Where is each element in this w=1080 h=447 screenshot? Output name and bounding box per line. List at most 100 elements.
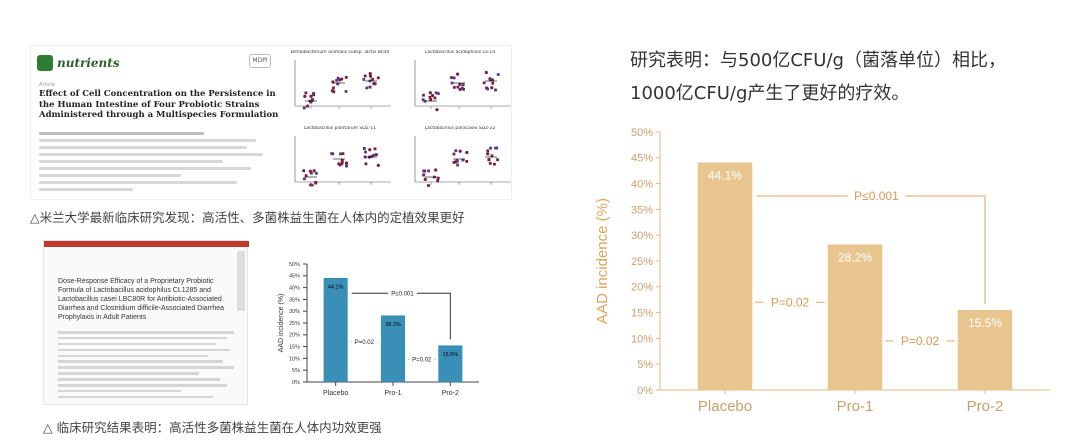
x-tick-label: Pro-2	[442, 390, 459, 397]
y-tick-label: 5%	[637, 359, 653, 371]
paper-page: Dose-Response Efficacy of a Proprietary …	[43, 240, 249, 405]
mini-data-point	[428, 95, 432, 99]
mini-data-point	[312, 91, 315, 95]
mini-data-point	[456, 163, 459, 167]
journal-logo-icon	[37, 55, 53, 71]
mini-plot-title: Bifidobacterium animalis subsp. lactis B…	[290, 50, 390, 55]
mini-data-point	[370, 155, 373, 158]
mini-data-point	[364, 162, 368, 166]
mini-data-point	[452, 152, 456, 156]
study-statement: 研究表明：与500亿CFU/g（菌落单位）相比， 1000亿CFU/g产生了更好…	[630, 44, 1050, 110]
mini-data-point	[332, 86, 335, 90]
bar-value-label: 44.1%	[708, 168, 742, 182]
bar	[697, 162, 753, 390]
mini-data-point	[429, 98, 433, 102]
significance-annotation: P≤0.001	[854, 189, 899, 203]
bar-value-label: 15.5%	[968, 316, 1002, 330]
mini-data-point	[368, 72, 372, 76]
mini-data-point	[488, 146, 493, 150]
mini-plot-graphic	[294, 60, 391, 110]
y-tick-label: 50%	[631, 127, 653, 139]
mini-data-point	[303, 94, 307, 98]
y-tick-label: 25%	[631, 256, 653, 268]
mini-data-point	[436, 176, 440, 180]
mini-data-point	[430, 93, 435, 98]
mini-data-point	[376, 76, 380, 80]
paper-body-text	[39, 132, 275, 195]
mini-data-point	[496, 158, 499, 162]
mini-data-point	[312, 169, 316, 173]
dose-response-paper-image: Dose-Response Efficacy of a Proprietary …	[43, 240, 488, 405]
mini-data-point	[450, 76, 453, 80]
y-tick-label: 10%	[631, 333, 653, 345]
bar-value-label: 15.5%	[443, 352, 459, 358]
mini-data-point	[302, 177, 307, 181]
mini-data-point	[452, 85, 456, 89]
bar	[323, 277, 348, 382]
mini-data-point	[462, 87, 465, 91]
mini-data-point	[433, 96, 437, 100]
mini-plot-1: Bifidobacterium animalis subsp. lactis B…	[281, 50, 399, 118]
mini-data-point	[493, 88, 498, 92]
mini-data-point	[486, 152, 490, 156]
x-tick-label: Placebo	[323, 390, 348, 397]
mini-data-point	[310, 183, 314, 187]
mini-data-point	[465, 150, 469, 155]
mini-data-point	[496, 73, 500, 76]
mini-data-point	[337, 162, 341, 166]
significance-annotation: P=0.02	[355, 340, 375, 346]
mini-data-point	[461, 83, 465, 87]
mini-plot-4: Lactobacillus paracasei SDZ-22	[401, 126, 519, 194]
x-tick-label: Pro-1	[384, 390, 401, 397]
bar-value-label: 28.2%	[838, 250, 872, 264]
mini-data-point	[344, 76, 348, 79]
mini-data-point	[455, 159, 459, 163]
mini-data-point	[336, 76, 340, 80]
mini-plot-title: Lactobacillus paracasei SDZ-22	[424, 126, 496, 131]
mini-data-point	[340, 160, 344, 164]
mini-data-point	[368, 148, 372, 152]
mini-plot-2: Lactobacillus acidophilus La-14	[401, 50, 519, 118]
y-tick-label: 30%	[289, 309, 300, 315]
mini-data-point	[372, 153, 375, 157]
significance-bracket	[351, 292, 451, 340]
y-tick-label: 20%	[289, 333, 300, 339]
journal-header: nutrients	[31, 52, 276, 74]
mini-data-point	[368, 74, 373, 78]
journal-name: nutrients	[57, 56, 120, 70]
mini-data-point	[454, 149, 458, 153]
mini-data-point	[456, 85, 460, 89]
bar	[438, 345, 463, 382]
y-tick-label: 25%	[289, 321, 300, 327]
paper-body-text	[58, 331, 234, 402]
mini-data-point	[305, 104, 310, 108]
mini-data-point	[491, 78, 494, 82]
mini-data-point	[494, 146, 497, 150]
small-aad-chart: 0% 5% 10% 15% 20% 25% 30% 35% 40% 45% 50% AAD incid…	[278, 262, 479, 397]
mini-data-point	[428, 91, 432, 95]
significance-annotation: P=0.02	[771, 295, 810, 309]
mini-data-point	[344, 161, 349, 165]
mini-data-point	[452, 160, 456, 164]
bar	[957, 310, 1013, 390]
mini-data-point	[310, 171, 313, 175]
mini-data-point	[304, 91, 308, 95]
mini-data-point	[490, 86, 494, 90]
significance-annotation: P≤0.001	[391, 291, 414, 297]
mini-data-point	[423, 99, 427, 103]
statement-line-1: 研究表明：与500亿CFU/g（菌落单位）相比，	[630, 50, 1006, 71]
mini-data-point	[314, 171, 318, 175]
mini-data-point	[335, 78, 339, 82]
annotation-bg	[351, 337, 378, 347]
mini-data-point	[373, 147, 377, 151]
mini-data-point	[374, 153, 378, 157]
mini-data-point	[302, 169, 306, 173]
mini-data-point	[309, 183, 312, 187]
y-tick-label: 5%	[292, 368, 300, 374]
y-tick-label: 20%	[631, 282, 653, 294]
mini-data-point	[455, 72, 460, 76]
mini-data-point	[304, 174, 308, 178]
mini-data-point	[339, 152, 342, 156]
caption-milan-study: △米兰大学最新临床研究发现：高活性、多菌株益生菌在人体内的定植效果更好	[30, 210, 465, 225]
aad-incidence-chart: 0% 5% 10% 15% 20% 25% 30% 35% 40% 45% 50% AAD incid…	[594, 127, 1050, 415]
